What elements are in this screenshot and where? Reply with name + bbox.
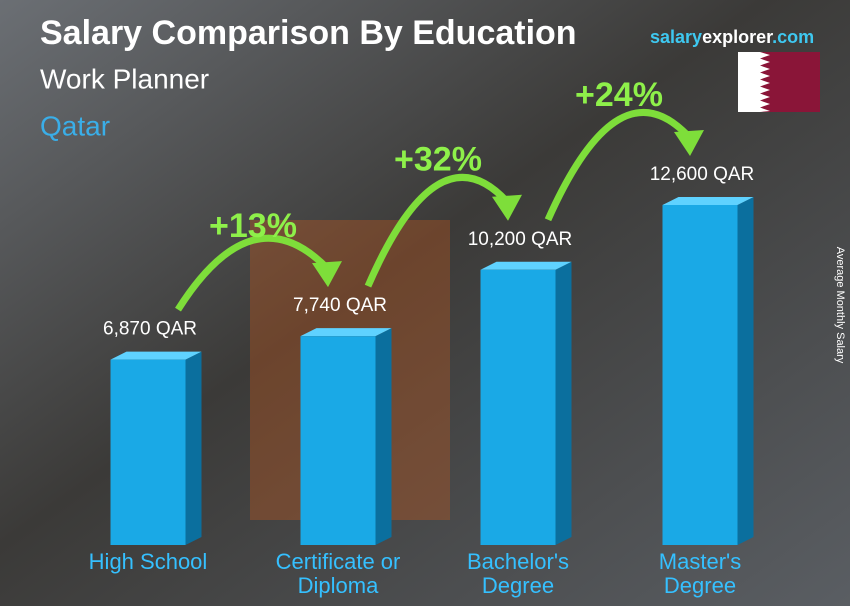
value-label: 7,740 QAR — [293, 295, 387, 316]
site-part: salary — [650, 27, 702, 47]
bar-side — [375, 328, 392, 545]
bar-side — [737, 197, 754, 545]
arrow-head — [312, 261, 342, 288]
change-label: +32% — [394, 141, 482, 179]
bar-top — [300, 328, 392, 337]
bar-top — [662, 197, 754, 205]
site-part: explorer — [702, 27, 773, 47]
category-label: Certificate or Diploma — [275, 549, 401, 598]
bar — [300, 336, 376, 545]
value-label: 10,200 QAR — [468, 229, 573, 250]
bar-top — [110, 351, 202, 360]
arrow-head — [674, 130, 704, 156]
subtitle: Work Planner — [40, 63, 209, 94]
bar — [110, 359, 186, 545]
bar-side — [185, 351, 202, 545]
value-label: 6,870 QAR — [103, 319, 197, 340]
change-label: +13% — [209, 207, 297, 245]
site-name: salaryexplorer.com — [650, 27, 814, 47]
change-label: +24% — [575, 76, 663, 114]
category-label: High School — [88, 549, 208, 574]
location: Qatar — [40, 110, 110, 141]
bar-top — [480, 261, 572, 270]
change-arrow — [175, 234, 331, 312]
arrow-head — [492, 194, 522, 221]
flag — [738, 52, 820, 112]
title: Salary Comparison By Education — [40, 14, 577, 52]
y-axis-label: Average Monthly Salary — [834, 247, 846, 364]
change-arrow — [544, 108, 693, 222]
change-arrow — [364, 173, 511, 288]
bar — [480, 269, 556, 545]
bar-side — [555, 261, 572, 545]
category-label: Master's Degree — [658, 549, 742, 598]
category-label: Bachelor's Degree — [466, 549, 570, 598]
bar — [662, 205, 738, 545]
site-part: .com — [772, 27, 814, 47]
value-label: 12,600 QAR — [650, 164, 755, 185]
